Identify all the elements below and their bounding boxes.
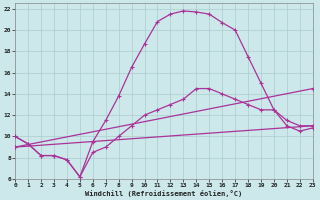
X-axis label: Windchill (Refroidissement éolien,°C): Windchill (Refroidissement éolien,°C) xyxy=(85,190,243,197)
